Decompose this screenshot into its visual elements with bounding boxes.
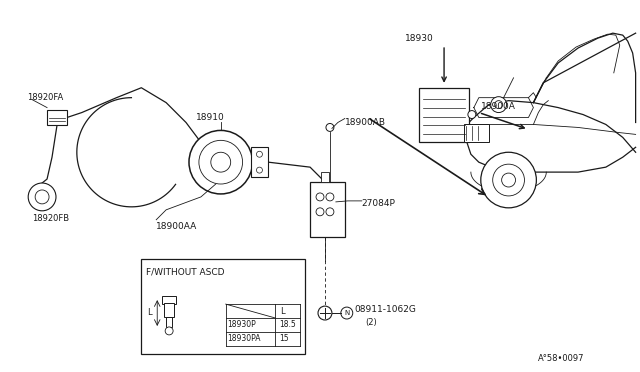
Circle shape <box>316 208 324 216</box>
Circle shape <box>189 131 253 194</box>
Circle shape <box>341 307 353 319</box>
Circle shape <box>326 193 334 201</box>
Circle shape <box>257 167 262 173</box>
Circle shape <box>35 190 49 204</box>
Text: N: N <box>344 310 349 316</box>
Circle shape <box>211 152 230 172</box>
Text: F/WITHOUT ASCD: F/WITHOUT ASCD <box>147 267 225 276</box>
Circle shape <box>199 140 243 184</box>
Text: 18910: 18910 <box>196 113 225 122</box>
Circle shape <box>502 173 516 187</box>
Circle shape <box>495 101 502 109</box>
Text: 18930: 18930 <box>405 33 434 43</box>
Text: 08911-1062G: 08911-1062G <box>355 305 417 314</box>
Circle shape <box>493 164 524 196</box>
Bar <box>162 296 176 304</box>
Bar <box>141 259 305 354</box>
Bar <box>250 147 268 177</box>
Text: 27084P: 27084P <box>362 199 396 208</box>
Text: 18920FB: 18920FB <box>32 214 69 223</box>
Circle shape <box>326 208 334 216</box>
Text: 18930PA: 18930PA <box>228 334 261 343</box>
Circle shape <box>316 193 324 201</box>
Circle shape <box>491 97 507 113</box>
Circle shape <box>257 151 262 157</box>
Text: 18900AB: 18900AB <box>345 118 386 127</box>
Circle shape <box>28 183 56 211</box>
Circle shape <box>165 327 173 335</box>
Circle shape <box>318 306 332 320</box>
Bar <box>321 172 329 182</box>
Bar <box>164 303 174 317</box>
Text: A°58•0097: A°58•0097 <box>538 354 585 363</box>
Text: 18900A: 18900A <box>481 102 516 111</box>
Text: (2): (2) <box>365 318 378 327</box>
Bar <box>419 88 469 142</box>
Text: 18900AA: 18900AA <box>156 222 198 231</box>
Circle shape <box>481 152 536 208</box>
Text: 15: 15 <box>279 334 289 343</box>
Text: 18.5: 18.5 <box>279 320 296 330</box>
Circle shape <box>468 110 476 119</box>
Text: 18920FA: 18920FA <box>28 93 63 102</box>
Text: L: L <box>147 308 152 317</box>
Text: 18930P: 18930P <box>228 320 257 330</box>
Bar <box>166 317 172 327</box>
Bar <box>310 182 345 237</box>
Bar <box>47 110 67 125</box>
Bar <box>464 125 489 142</box>
Text: L: L <box>280 307 285 315</box>
Circle shape <box>326 124 334 131</box>
